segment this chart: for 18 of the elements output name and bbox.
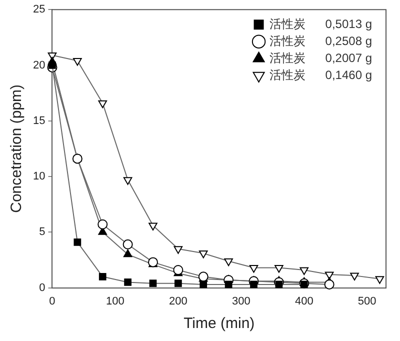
x-tick-label: 400	[294, 295, 314, 308]
x-tick-label: 300	[232, 295, 250, 308]
x-tick-label: 200	[169, 295, 188, 308]
legend-label: 活性炭 0,2508 g	[269, 34, 372, 48]
y-axis-title: Concetration (ppm)	[8, 84, 26, 213]
y-tick-label: 5	[39, 226, 46, 238]
x-tick-label: 0	[49, 295, 56, 308]
y-tick-label: 10	[32, 170, 46, 183]
x-tick-label: 500	[358, 295, 376, 308]
y-tick-label: 25	[32, 4, 46, 16]
x-tick-label: 100	[106, 295, 124, 308]
legend-label: 活性炭 0,2007 g	[269, 50, 372, 65]
x-axis-title: Time (min)	[184, 315, 255, 332]
y-tick-label: 15	[32, 114, 46, 127]
legend-label: 活性炭 0,1460 g	[269, 68, 372, 82]
y-tick-label: 20	[32, 59, 46, 72]
legend-label: 活性炭 0,5013 g	[269, 16, 372, 31]
y-tick-label: 0	[39, 282, 46, 294]
